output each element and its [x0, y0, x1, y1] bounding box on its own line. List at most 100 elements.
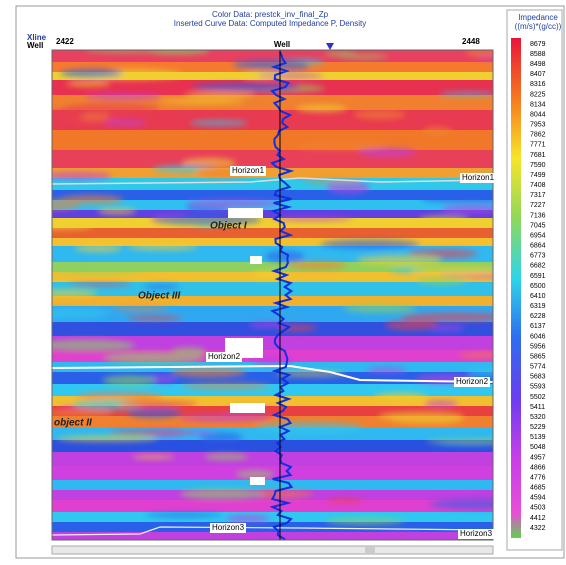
- texture-blob: [251, 270, 282, 280]
- title: Color Data: prestck_inv_final_Zp: [212, 10, 329, 19]
- horizon-label: Horizon1: [462, 173, 495, 182]
- colorbar-label: 5048: [530, 444, 546, 451]
- band: [52, 95, 493, 111]
- texture-blob: [144, 50, 211, 55]
- band: [52, 532, 493, 540]
- texture-blob: [418, 215, 469, 222]
- label-bg: [460, 173, 496, 183]
- texture-blob: [126, 315, 183, 321]
- texture-blob: [464, 50, 493, 58]
- texture-blob: [117, 400, 199, 408]
- band: [52, 262, 493, 273]
- band: [52, 480, 493, 491]
- texture-blob: [68, 282, 132, 287]
- colorbar-label: 7045: [530, 222, 546, 229]
- scrollbar[interactable]: [51, 545, 494, 555]
- colorbar-label: 5593: [530, 384, 546, 391]
- texture-blob: [52, 339, 136, 352]
- colorbar-label: 7681: [530, 152, 546, 159]
- texture-blob: [286, 261, 347, 270]
- texture-blob: [181, 383, 271, 390]
- colorbar-label: 8407: [530, 71, 546, 78]
- texture-blob: [384, 319, 439, 331]
- label-bg: [230, 166, 266, 176]
- texture-blob: [400, 312, 493, 322]
- colorbar-label: 6228: [530, 313, 546, 320]
- colorbar-label: 5320: [530, 414, 546, 421]
- colorbar: [511, 38, 521, 538]
- object-label: object II: [54, 418, 92, 429]
- colorbar-label: 8134: [530, 101, 546, 108]
- texture-blob: [425, 438, 493, 445]
- texture-blob: [417, 276, 467, 286]
- well-label: Well: [27, 41, 43, 50]
- band: [52, 296, 493, 307]
- colorbar-label: 5774: [530, 364, 546, 371]
- texture-blob: [353, 109, 406, 120]
- scroll-thumb[interactable]: [365, 547, 375, 553]
- colorbar-label: 7499: [530, 172, 546, 179]
- label-bg: [210, 523, 246, 533]
- texture-blob: [422, 126, 453, 138]
- texture-blob: [186, 199, 282, 207]
- colorbar-label: 6591: [530, 273, 546, 280]
- colorbar-label: 8498: [530, 61, 546, 68]
- colorbar-label: 6500: [530, 283, 546, 290]
- band: [52, 440, 493, 453]
- colorbar-label: 4322: [530, 525, 546, 532]
- colorbar-label: 6319: [530, 303, 546, 310]
- band: [52, 190, 493, 201]
- colorbar-label: 5139: [530, 434, 546, 441]
- texture-blob: [103, 119, 148, 126]
- mask-box: [230, 403, 265, 413]
- texture-blob: [66, 80, 112, 87]
- texture: [52, 50, 493, 540]
- texture-blob: [102, 375, 157, 386]
- texture-blob: [438, 91, 493, 97]
- colorbar-label: 6137: [530, 323, 546, 330]
- colorbar-label: 4776: [530, 474, 546, 481]
- texture-blob: [171, 347, 207, 357]
- horizon-label: Horizon3: [460, 529, 493, 538]
- texture-blob: [296, 104, 347, 113]
- texture-blob: [272, 216, 353, 222]
- horizon-line: [52, 364, 493, 383]
- texture-blob: [178, 413, 271, 422]
- colorbar-label: 6046: [530, 333, 546, 340]
- section-border: [51, 49, 494, 541]
- label-bg: [458, 529, 494, 539]
- texture-blob: [204, 453, 249, 461]
- texture-blob: [355, 255, 442, 266]
- texture-blob: [60, 68, 124, 79]
- texture-blob: [192, 82, 301, 92]
- texture-blob: [255, 422, 363, 434]
- texture-blob: [374, 392, 427, 402]
- band: [52, 238, 493, 247]
- band: [52, 322, 493, 337]
- texture-blob: [379, 531, 419, 540]
- texture-blob: [410, 266, 493, 275]
- texture-blob: [52, 289, 98, 298]
- texture-blob: [52, 199, 81, 211]
- colorbar-label: 5502: [530, 394, 546, 401]
- texture-blob: [143, 284, 180, 290]
- colorbar-label: 6682: [530, 263, 546, 270]
- colorbar-label: 6954: [530, 232, 546, 239]
- band: [52, 228, 493, 239]
- texture-blob: [420, 194, 493, 204]
- colorbar-label: 8316: [530, 81, 546, 88]
- texture-blob: [52, 171, 112, 180]
- colorbar-label: 7317: [530, 192, 546, 199]
- texture-blob: [77, 391, 164, 402]
- well-name: Well: [274, 40, 290, 49]
- texture-blob: [131, 454, 176, 460]
- horizon-label: Horizon2: [208, 352, 241, 361]
- texture-blob: [232, 59, 308, 70]
- texture-blob: [144, 512, 223, 518]
- texture-blob: [52, 409, 112, 418]
- colorbar-label: 4957: [530, 454, 546, 461]
- band: [52, 168, 493, 179]
- trace-left: 2422: [56, 37, 74, 46]
- texture-blob: [84, 93, 162, 100]
